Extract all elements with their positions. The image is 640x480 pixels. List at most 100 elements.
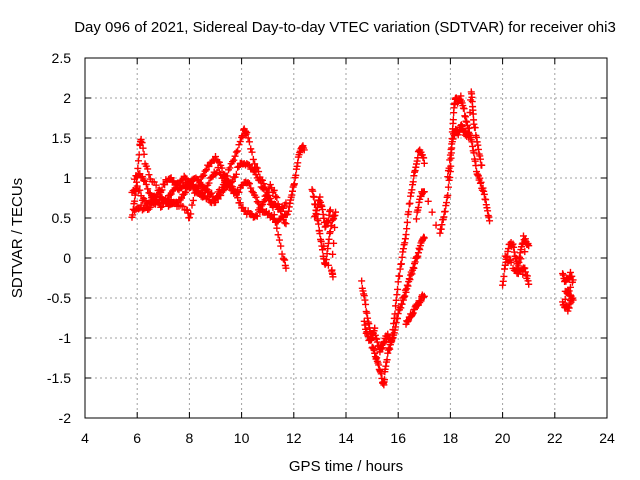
data-point bbox=[170, 177, 178, 185]
data-point bbox=[219, 187, 227, 195]
data-point bbox=[257, 205, 265, 213]
data-point bbox=[146, 203, 154, 211]
data-point bbox=[134, 164, 142, 172]
data-point bbox=[234, 194, 242, 202]
data-point bbox=[420, 159, 428, 167]
series-track-f bbox=[358, 146, 428, 389]
data-point bbox=[226, 179, 234, 187]
data-point bbox=[476, 155, 484, 163]
data-point bbox=[324, 261, 332, 269]
data-point bbox=[141, 177, 149, 185]
data-point bbox=[292, 171, 300, 179]
data-point bbox=[178, 194, 186, 202]
data-point bbox=[397, 260, 405, 268]
data-point bbox=[383, 356, 391, 364]
data-point bbox=[249, 155, 257, 163]
data-point bbox=[244, 179, 252, 187]
data-point bbox=[193, 184, 201, 192]
y-tick-label: -2 bbox=[59, 410, 72, 426]
y-tick-label: 0.5 bbox=[52, 210, 72, 226]
data-point bbox=[477, 178, 485, 186]
data-point bbox=[202, 186, 210, 194]
data-point bbox=[195, 185, 203, 193]
data-point bbox=[275, 236, 283, 244]
data-point bbox=[215, 158, 223, 166]
data-point bbox=[420, 234, 428, 242]
data-point bbox=[432, 221, 440, 229]
data-point bbox=[157, 203, 165, 211]
data-point bbox=[505, 257, 513, 265]
data-point bbox=[258, 184, 266, 192]
data-point bbox=[444, 191, 452, 199]
data-point bbox=[568, 272, 576, 280]
data-point bbox=[519, 270, 527, 278]
data-point bbox=[449, 116, 457, 124]
data-point bbox=[277, 242, 285, 250]
data-point bbox=[565, 287, 573, 295]
data-point bbox=[320, 242, 328, 250]
data-point bbox=[325, 235, 333, 243]
series-track-l bbox=[559, 268, 577, 315]
data-point bbox=[403, 225, 411, 233]
data-point bbox=[362, 300, 370, 308]
x-tick-label: 10 bbox=[234, 430, 250, 446]
chart-title: Day 096 of 2021, Sidereal Day-to-day VTE… bbox=[74, 19, 616, 36]
data-point bbox=[245, 180, 253, 188]
y-axis-title: SDTVAR / TECUs bbox=[9, 178, 26, 298]
grid-layer bbox=[85, 58, 607, 418]
data-point bbox=[403, 218, 411, 226]
data-point bbox=[253, 212, 261, 220]
data-point bbox=[424, 197, 432, 205]
data-point bbox=[166, 191, 174, 199]
data-point bbox=[251, 160, 259, 168]
data-point bbox=[140, 150, 148, 158]
x-tick-label: 8 bbox=[186, 430, 194, 446]
data-point bbox=[189, 196, 197, 204]
data-point bbox=[142, 180, 150, 188]
data-point bbox=[245, 138, 253, 146]
data-point bbox=[253, 164, 261, 172]
series-track-g bbox=[360, 233, 428, 356]
ticks-layer bbox=[84, 57, 608, 419]
data-point bbox=[270, 211, 278, 219]
data-point bbox=[248, 148, 256, 156]
y-tick-label: -1.5 bbox=[47, 370, 71, 386]
data-point bbox=[266, 181, 274, 189]
data-point bbox=[420, 188, 428, 196]
y-tick-label: 1 bbox=[63, 170, 71, 186]
data-point bbox=[180, 190, 188, 198]
data-point bbox=[478, 161, 486, 169]
data-point bbox=[315, 220, 323, 228]
y-tick-label: -0.5 bbox=[47, 290, 71, 306]
data-point bbox=[217, 191, 225, 199]
data-point bbox=[214, 164, 222, 172]
data-point bbox=[517, 255, 525, 263]
data-point bbox=[470, 149, 478, 157]
data-point bbox=[282, 264, 290, 272]
data-point bbox=[236, 199, 244, 207]
data-point bbox=[133, 182, 141, 190]
data-point bbox=[144, 185, 152, 193]
data-point bbox=[460, 105, 468, 113]
data-point bbox=[261, 196, 269, 204]
data-point bbox=[300, 146, 308, 154]
x-tick-label: 22 bbox=[547, 430, 563, 446]
data-point bbox=[158, 186, 166, 194]
data-point bbox=[253, 198, 261, 206]
data-point bbox=[525, 242, 533, 250]
data-point bbox=[248, 187, 256, 195]
data-point bbox=[230, 156, 238, 164]
data-point bbox=[262, 192, 270, 200]
data-point bbox=[521, 248, 529, 256]
data-point bbox=[326, 206, 334, 214]
data-point bbox=[212, 153, 219, 161]
data-point bbox=[272, 218, 280, 226]
data-point bbox=[138, 139, 146, 147]
data-point bbox=[412, 215, 420, 223]
data-point bbox=[444, 183, 452, 191]
data-point bbox=[329, 250, 337, 258]
data-point bbox=[187, 210, 195, 218]
data-point bbox=[394, 285, 402, 293]
y-tick-label: 2 bbox=[63, 90, 71, 106]
